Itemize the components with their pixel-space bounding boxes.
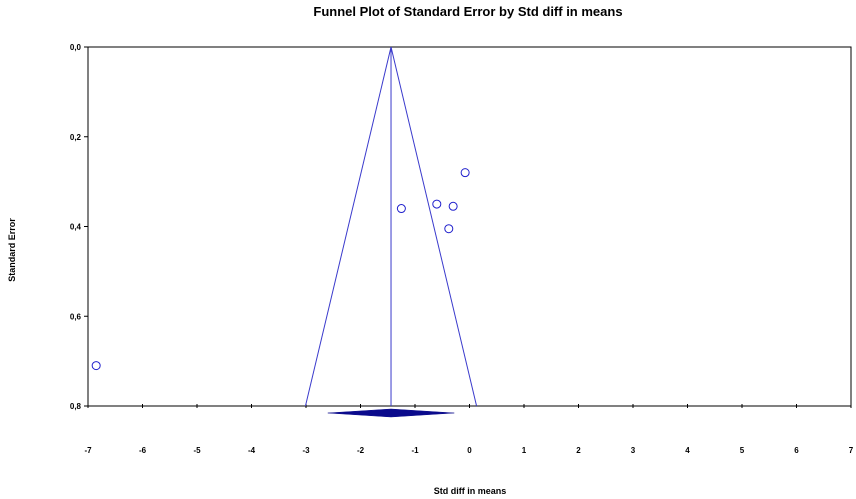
- x-tick-label: 1: [522, 446, 527, 455]
- x-tick-label: -6: [139, 446, 147, 455]
- study-point: [460, 168, 470, 178]
- chart-title: Funnel Plot of Standard Error by Std dif…: [313, 4, 622, 19]
- y-tick-label: 0,6: [70, 312, 82, 321]
- y-tick-label: 0,4: [70, 223, 82, 232]
- summary-diamond: [327, 408, 455, 418]
- x-tick-label: 7: [849, 446, 854, 455]
- x-tick-label: -2: [357, 446, 365, 455]
- y-tick-label: 0,0: [70, 43, 82, 52]
- y-tick-label: 0,2: [70, 133, 82, 142]
- x-tick-label: -7: [84, 446, 92, 455]
- x-tick-label: 0: [467, 446, 472, 455]
- study-point: [432, 199, 442, 209]
- x-tick-label: 6: [794, 446, 799, 455]
- x-tick-label: -4: [248, 446, 256, 455]
- y-tick-label: 0,8: [70, 402, 82, 411]
- plot-area-frame: [87, 46, 852, 407]
- study-point: [444, 224, 454, 234]
- study-point: [396, 204, 406, 214]
- study-point: [448, 201, 458, 211]
- x-tick-label: -5: [193, 446, 201, 455]
- funnel-left-line: [304, 46, 392, 407]
- x-tick-label: 2: [576, 446, 581, 455]
- funnel-right-line: [390, 46, 478, 407]
- x-tick-label: 3: [631, 446, 636, 455]
- y-axis-label: Standard Error: [7, 218, 17, 282]
- x-tick-label: -1: [411, 446, 419, 455]
- study-point: [91, 361, 101, 371]
- x-tick-label: -3: [302, 446, 310, 455]
- x-axis-label: Std diff in means: [434, 486, 507, 496]
- x-tick-label: 4: [685, 446, 690, 455]
- plot-marks: 0,0 0,2 0,4 0,6 0,8 -7 -6 -5 -4 -3 -2 -1 0 1 2 3 4 5 6 7: [70, 43, 854, 455]
- x-tick-label: 5: [740, 446, 745, 455]
